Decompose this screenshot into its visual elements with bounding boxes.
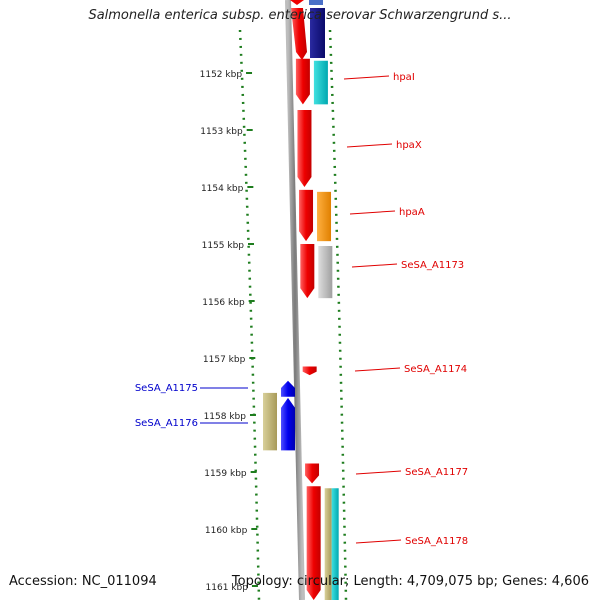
gene-label-hpaA[interactable]: hpaA <box>399 207 425 218</box>
gene-arrow-SeSA_A1176[interactable] <box>281 397 295 451</box>
label-leader-line <box>351 263 398 268</box>
scale-tick-label: 1161 kbp <box>206 583 249 593</box>
label-leader-line <box>343 75 390 80</box>
scale-tick-label: 1158 kbp <box>204 412 247 422</box>
gene-label-hpaX[interactable]: hpaX <box>396 140 422 151</box>
gene-context-red <box>291 8 307 60</box>
cog-block-SeSA_A1173 <box>318 246 333 299</box>
scale-tick-label: 1159 kbp <box>204 469 247 479</box>
label-leader-line <box>349 210 396 215</box>
scale-tick-label: 1154 kbp <box>201 184 244 194</box>
cog-block-SeSA_A1178 <box>331 488 339 600</box>
gene-label-hpaI[interactable]: hpaI <box>393 72 415 83</box>
cog-block-SeSA_A1178 <box>324 488 332 600</box>
gene-arrow-hpaA[interactable] <box>299 189 314 242</box>
gene-label-SeSA_A1177[interactable]: SeSA_A1177 <box>405 467 468 478</box>
label-leader-line <box>355 470 402 475</box>
scale-tick-label: 1155 kbp <box>202 241 245 251</box>
label-leader-line <box>354 367 401 372</box>
scale-tick-label: 1160 kbp <box>205 526 248 536</box>
label-leader-line <box>346 143 393 148</box>
gene-arrow-hpaX[interactable] <box>297 110 312 187</box>
cog-block-hpaA <box>317 191 332 242</box>
gene-context-arrow <box>290 0 304 5</box>
gene-labels: hpaI hpaX hpaA SeSA_A1173 SeSA_A1174 SeSA_A11… <box>135 72 468 547</box>
gene-label-SeSA_A1173[interactable]: SeSA_A1173 <box>401 260 464 271</box>
scale-tick-label: 1153 kbp <box>200 127 243 137</box>
gene-label-SeSA_A1174[interactable]: SeSA_A1174 <box>404 364 467 375</box>
cog-block-SeSA_A1176 <box>263 392 277 451</box>
gene-context-navy <box>310 8 325 58</box>
outer-ring-left <box>238 29 261 600</box>
genome-title: Salmonella enterica subsp. enterica sero… <box>88 8 512 23</box>
scale-tick-label: 1157 kbp <box>203 355 246 365</box>
gene-label-SeSA_A1176[interactable]: SeSA_A1176 <box>135 418 198 429</box>
cog-block-hpaI <box>313 60 328 105</box>
gene-arrow-SeSA_A1178[interactable] <box>306 486 321 600</box>
scale-tick-label: 1152 kbp <box>200 70 243 80</box>
gene-arrow-SeSA_A1174[interactable] <box>302 366 317 376</box>
gene-arrow-hpaI[interactable] <box>295 58 310 105</box>
gene-label-SeSA_A1178[interactable]: SeSA_A1178 <box>405 536 468 547</box>
genome-backbone <box>285 0 305 600</box>
label-leader-line <box>355 539 402 544</box>
gene-arrow-SeSA_A1173[interactable] <box>300 244 315 299</box>
topology-summary: Topology: circular; Length: 4,709,075 bp… <box>231 574 589 589</box>
accession-text: Accession: NC_011094 <box>9 574 157 589</box>
scale-ticks: 1152 kbp 1153 kbp 1154 kbp 1155 kbp 1156 kbp… <box>200 70 258 593</box>
gene-label-SeSA_A1175[interactable]: SeSA_A1175 <box>135 383 198 394</box>
scale-tick-label: 1156 kbp <box>202 298 245 308</box>
gene-features <box>263 58 339 600</box>
gene-arrow-SeSA_A1175[interactable] <box>281 380 295 397</box>
gene-arrow-SeSA_A1177[interactable] <box>305 463 320 484</box>
gene-context-block <box>309 0 323 5</box>
